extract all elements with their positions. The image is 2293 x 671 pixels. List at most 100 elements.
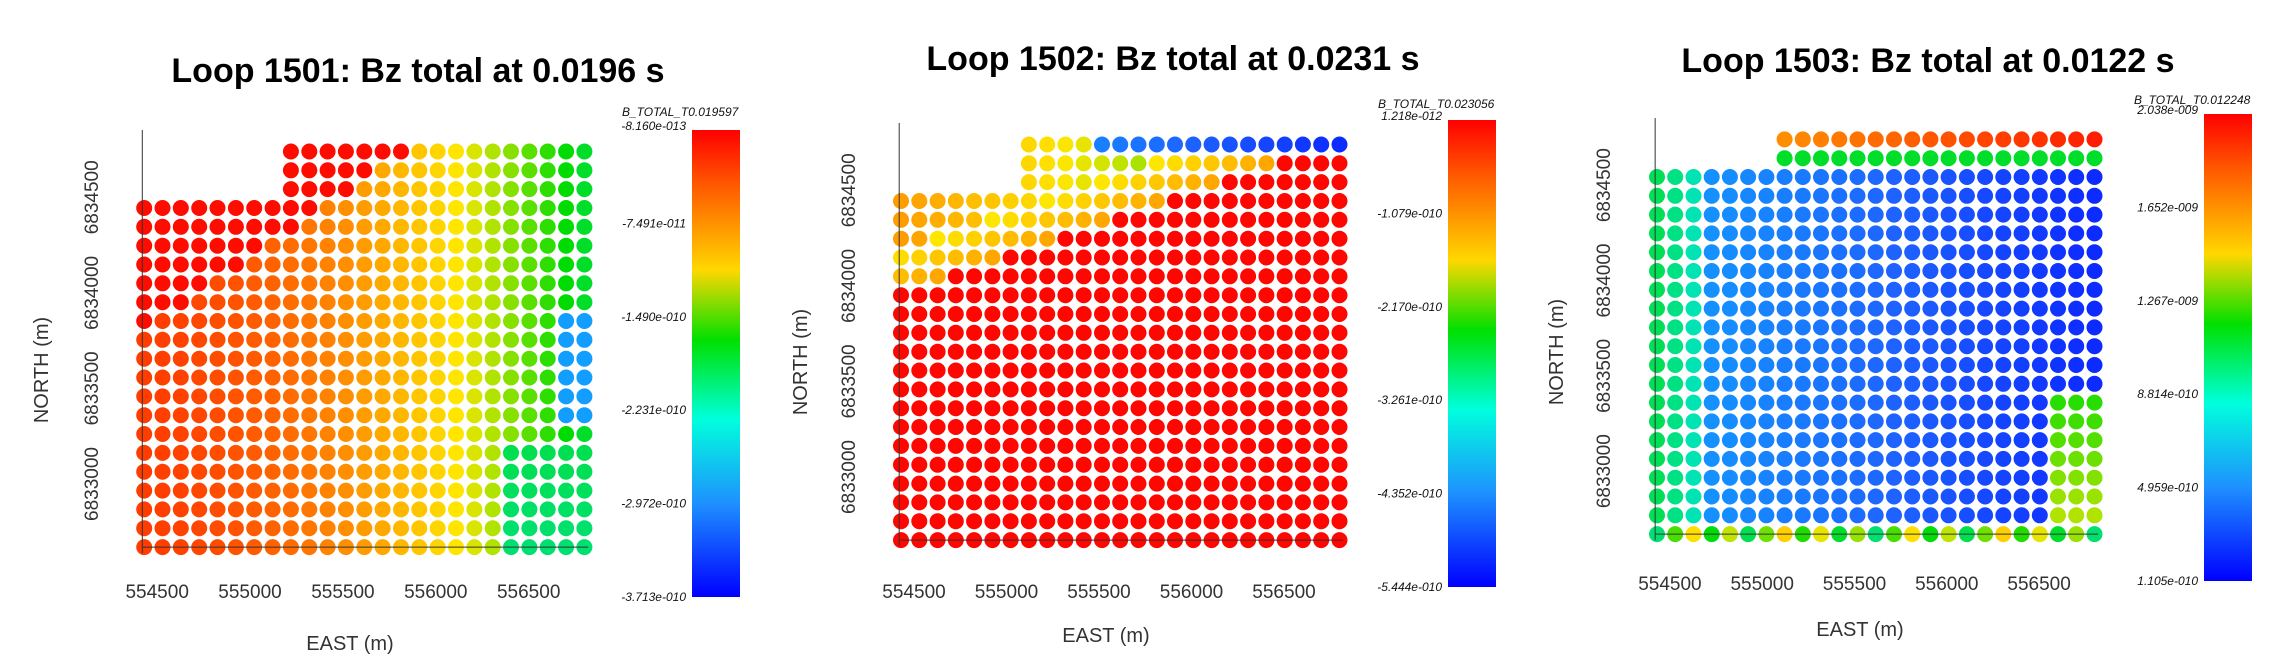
station-point: [1940, 413, 1957, 430]
station-point: [947, 211, 964, 228]
station-point: [466, 388, 483, 405]
station-point: [1867, 375, 1884, 392]
station-point: [1148, 306, 1165, 322]
station-point: [2031, 300, 2048, 317]
station-point: [1185, 400, 1202, 417]
station-point: [191, 426, 208, 442]
station-point: [172, 350, 189, 367]
station-point: [1020, 136, 1037, 153]
station-point: [1331, 324, 1348, 341]
station-point: [1130, 419, 1147, 435]
station-point: [929, 268, 946, 285]
station-point: [154, 294, 171, 311]
station-point: [1203, 513, 1220, 530]
station-point: [1649, 244, 1665, 261]
station-point: [264, 388, 281, 405]
station-point: [1995, 225, 2012, 242]
station-point: [1057, 230, 1074, 247]
station-point: [466, 369, 483, 386]
station-point: [1685, 300, 1702, 317]
station-point: [1831, 263, 1848, 279]
station-point: [539, 501, 556, 518]
station-point: [1776, 319, 1793, 336]
station-point: [1221, 268, 1238, 285]
station-point: [393, 294, 409, 311]
station-point: [521, 444, 538, 461]
station-point: [576, 143, 593, 160]
station-point: [1977, 131, 1994, 148]
station-point: [1313, 268, 1330, 285]
station-point: [1958, 469, 1975, 486]
station-point: [1294, 400, 1311, 417]
station-point: [246, 313, 263, 329]
station-point: [1740, 244, 1757, 261]
station-point: [1813, 507, 1829, 524]
station-point: [191, 444, 208, 461]
station-point: [191, 388, 208, 405]
station-point: [374, 181, 391, 198]
station-point: [1758, 450, 1775, 467]
station-point: [539, 444, 556, 461]
station-point: [1649, 394, 1665, 411]
station-point: [1794, 263, 1811, 279]
y-tick-label: 6834000: [82, 256, 103, 330]
station-point: [356, 520, 373, 537]
station-point: [1002, 381, 1019, 398]
station-point: [264, 294, 281, 311]
station-point: [1977, 319, 1994, 336]
station-point: [1258, 249, 1275, 266]
station-point: [1904, 169, 1921, 185]
station-point: [429, 331, 446, 348]
station-point: [1313, 494, 1330, 511]
station-point: [2050, 319, 2066, 336]
station-point: [282, 407, 299, 424]
station-point: [319, 275, 336, 292]
station-point: [2068, 263, 2085, 279]
station-point: [576, 501, 593, 518]
station-point: [558, 237, 575, 254]
station-point: [154, 426, 171, 442]
station-point: [1721, 300, 1738, 317]
station-point: [2068, 488, 2085, 505]
station-point: [393, 501, 409, 518]
station-point: [1922, 169, 1939, 185]
x-tick-label: 556500: [2007, 574, 2070, 595]
station-point: [356, 294, 373, 311]
station-point: [1904, 225, 1921, 242]
station-point: [1203, 437, 1220, 454]
station-point: [503, 256, 519, 273]
station-point: [1685, 206, 1702, 223]
station-point: [227, 369, 244, 386]
station-point: [539, 162, 556, 179]
station-point: [1958, 319, 1975, 336]
panel-2-colorbar-ramp: [1448, 120, 1496, 587]
station-point: [484, 331, 501, 348]
station-point: [2068, 206, 2085, 223]
station-point: [1813, 450, 1829, 467]
station-point: [1331, 343, 1348, 360]
station-point: [1276, 230, 1293, 247]
station-point: [1776, 450, 1793, 467]
station-point: [1112, 287, 1129, 304]
station-point: [2013, 225, 2030, 242]
x-tick-label: 555000: [218, 582, 281, 603]
station-point: [1313, 306, 1330, 322]
station-point: [1685, 507, 1702, 524]
station-point: [374, 218, 391, 235]
station-point: [1649, 357, 1665, 373]
station-point: [1940, 263, 1957, 279]
station-point: [393, 275, 409, 292]
station-point: [227, 444, 244, 461]
station-point: [154, 388, 171, 405]
station-point: [521, 350, 538, 367]
station-point: [1958, 432, 1975, 449]
station-point: [984, 268, 1001, 285]
station-point: [209, 294, 226, 311]
station-point: [466, 275, 483, 292]
station-point: [1721, 244, 1738, 261]
station-point: [1776, 375, 1793, 392]
station-point: [911, 437, 928, 454]
station-point: [1130, 456, 1147, 473]
station-point: [1886, 244, 1902, 261]
station-point: [1831, 488, 1848, 505]
